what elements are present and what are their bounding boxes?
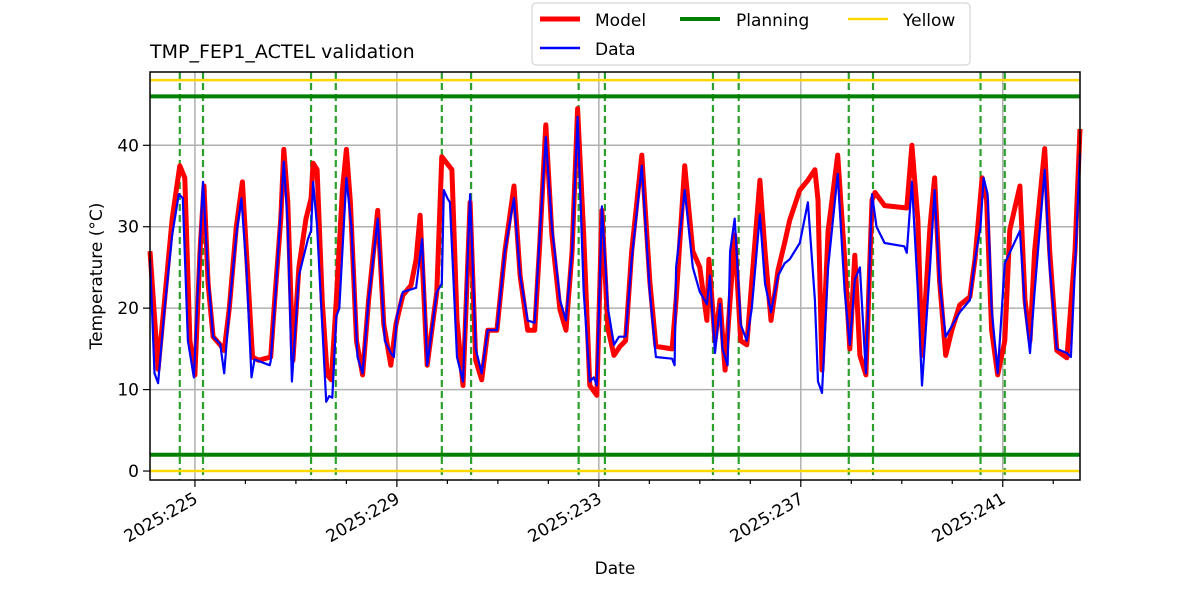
chart-title: TMP_FEP1_ACTEL validation bbox=[149, 41, 415, 63]
x-tick-label: 2025:241 bbox=[929, 489, 1010, 547]
legend: Model Data Planning Yellow bbox=[531, 2, 971, 66]
axes-frame bbox=[149, 71, 1081, 481]
event-lines bbox=[178, 72, 1006, 480]
legend-label-yellow: Yellow bbox=[902, 11, 955, 31]
series bbox=[147, 106, 1083, 403]
x-tick-label: 2025:237 bbox=[727, 489, 808, 547]
y-tick-label: 20 bbox=[117, 299, 139, 319]
x-tick-label: 2025:225 bbox=[121, 489, 202, 547]
legend-label-planning: Planning bbox=[736, 11, 809, 31]
x-axis-label: Date bbox=[595, 559, 636, 579]
y-tick-label: 30 bbox=[117, 218, 139, 238]
y-axis-label: Temperature (°C) bbox=[87, 203, 107, 351]
limit-lines bbox=[150, 78, 1080, 473]
y-tick-label: 40 bbox=[117, 136, 139, 156]
series-line-data bbox=[148, 115, 1082, 403]
series-line-model bbox=[147, 106, 1083, 398]
x-tick-label: 2025:233 bbox=[525, 489, 606, 547]
x-tick-label: 2025:229 bbox=[323, 489, 404, 547]
y-tick-label: 0 bbox=[128, 462, 139, 482]
y-tick-label: 10 bbox=[117, 381, 139, 401]
legend-label-data: Data bbox=[595, 40, 636, 60]
legend-label-model: Model bbox=[595, 11, 646, 31]
